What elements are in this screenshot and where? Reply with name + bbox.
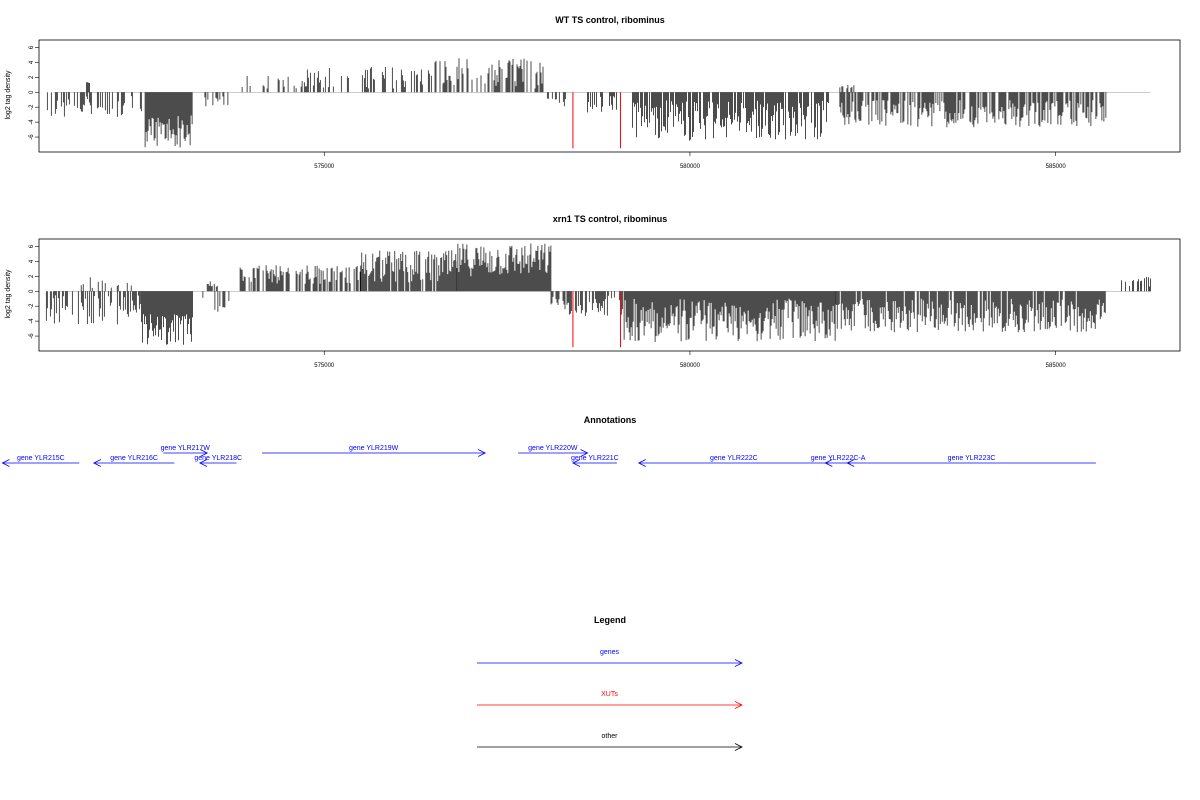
wt-ytick-label: -6 bbox=[29, 134, 35, 140]
gene-label: gene YLR219W bbox=[349, 445, 399, 452]
xrn1-track-ylabel: log2 tag density bbox=[5, 269, 12, 319]
gene-label: gene YLR222C bbox=[710, 455, 758, 462]
xrn1-density-bars bbox=[45, 243, 1151, 348]
gene-label: gene YLR218C bbox=[194, 455, 242, 462]
xrn1-axes: -6 -4 -2 0 2 4 6 575000 580000 585000 bbox=[29, 244, 1066, 369]
wt-track-ylabel: log2 tag density bbox=[5, 70, 12, 120]
annotations-panel: Annotations gene YLR215C gene YLR216Cgene… bbox=[1, 415, 1096, 467]
gene-arrowhead bbox=[580, 449, 589, 457]
wt-plot-frame bbox=[38, 39, 1181, 153]
legend-items: genes XUTs other bbox=[477, 649, 743, 751]
xrn1-track-title: xrn1 TS control, ribominus bbox=[553, 214, 668, 224]
xrn1-ytick-label: -4 bbox=[29, 318, 35, 324]
xrn1-plot-frame bbox=[38, 238, 1181, 352]
xrn1-ytick-label: -2 bbox=[29, 303, 35, 309]
gene-label: gene YLR215C bbox=[17, 455, 65, 462]
gene-label: gene YLR220W bbox=[528, 445, 578, 452]
xrn1-ytick-label: 6 bbox=[29, 244, 35, 248]
xrn1-xtick-label: 575000 bbox=[314, 363, 335, 369]
wt-xtick-label: 575000 bbox=[314, 164, 335, 170]
gene-label: gene YLR217W bbox=[161, 445, 211, 452]
wt-density-bars bbox=[46, 58, 1151, 149]
legend-label: genes bbox=[600, 649, 620, 656]
xrn1-ytick-label: 0 bbox=[29, 289, 35, 293]
wt-ytick-label: 2 bbox=[29, 75, 35, 79]
gene-arrowhead bbox=[846, 459, 855, 467]
wt-track-panel: WT TS control, ribominus log2 tag densit… bbox=[5, 15, 1181, 170]
annotations-title: Annotations bbox=[584, 415, 637, 425]
legend-arrowhead bbox=[734, 701, 743, 709]
gene-arrowhead bbox=[200, 449, 209, 457]
wt-ytick-label: -4 bbox=[29, 119, 35, 125]
wt-ytick-label: -2 bbox=[29, 104, 35, 110]
legend-label: XUTs bbox=[601, 691, 618, 698]
xrn1-ytick-label: -6 bbox=[29, 333, 35, 339]
gene-arrowhead bbox=[477, 449, 487, 457]
legend-label: other bbox=[602, 733, 619, 740]
gene-arrowhead bbox=[637, 459, 646, 467]
gene-arrowhead bbox=[92, 459, 102, 467]
wt-ytick-label: 0 bbox=[29, 90, 35, 94]
wt-xtick-label: 580000 bbox=[680, 164, 701, 170]
wt-ytick-label: 6 bbox=[29, 45, 35, 49]
wt-axes: -6 -4 -2 0 2 4 6 575000 580000 585000 bbox=[29, 45, 1066, 170]
gene-label: gene YLR222C-A bbox=[811, 455, 866, 462]
gene-arrowhead bbox=[572, 459, 581, 467]
wt-xtick-label: 585000 bbox=[1046, 164, 1067, 170]
gene-label: gene YLR223C bbox=[948, 455, 996, 462]
legend-title: Legend bbox=[594, 615, 626, 625]
legend-arrowhead bbox=[734, 743, 743, 751]
wt-track-title: WT TS control, ribominus bbox=[555, 15, 665, 25]
gene-arrowhead bbox=[1, 459, 10, 467]
gene-label: gene YLR216C bbox=[110, 455, 158, 462]
xrn1-xtick-label: 580000 bbox=[680, 363, 701, 369]
gene-label: gene YLR221C bbox=[571, 455, 619, 462]
xrn1-ytick-label: 4 bbox=[29, 259, 35, 263]
legend-panel: Legend genes XUTs other bbox=[477, 615, 743, 751]
xrn1-ytick-label: 2 bbox=[29, 274, 35, 278]
legend-arrowhead bbox=[734, 659, 743, 667]
gene-arrowhead bbox=[199, 459, 208, 467]
xrn1-xtick-label: 585000 bbox=[1046, 363, 1067, 369]
wt-ytick-label: 4 bbox=[29, 60, 35, 64]
xrn1-track-panel: xrn1 TS control, ribominus log2 tag dens… bbox=[5, 214, 1181, 369]
gene-arrowhead bbox=[824, 459, 833, 467]
